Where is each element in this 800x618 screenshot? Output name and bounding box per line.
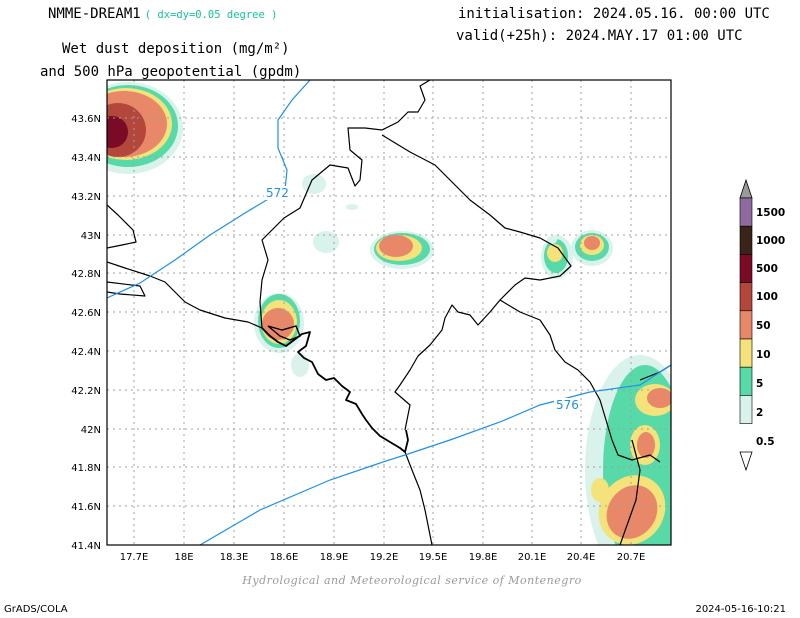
legend-color-box: [739, 338, 753, 368]
lon-label: 18.6E: [270, 552, 299, 563]
legend-labels: 1500 1000 500 100 50 10 5 2 0.5: [756, 207, 785, 448]
contour-label-576: 576: [556, 398, 579, 412]
lat-label: 43.6N: [71, 114, 101, 125]
geopotential-contour-576: [199, 364, 671, 545]
latitude-labels: 43.6N 43.4N 43.2N 43N 42.8N 42.6N 42.4N …: [71, 114, 101, 552]
legend-label: 50: [756, 320, 771, 332]
lat-label: 41.8N: [71, 463, 101, 474]
resolution-label: ( dx=dy=0.05 degree ): [144, 9, 278, 21]
lat-label: 42N: [81, 425, 101, 436]
legend-label: 1500: [756, 207, 785, 219]
lon-label: 18.9E: [320, 552, 349, 563]
legend-color-box: [739, 366, 753, 396]
lon-label: 20.7E: [617, 552, 646, 563]
valid-time: valid(+25h): 2024.MAY.17 01:00 UTC: [456, 28, 743, 44]
lon-label: 17.7E: [120, 552, 149, 563]
legend-label: 0.5: [756, 436, 775, 448]
legend-boxes: [739, 197, 753, 424]
model-title: NMME-DREAM1( dx=dy=0.05 degree ): [48, 6, 277, 22]
legend-color-box: [739, 310, 753, 340]
legend-label: 500: [756, 263, 778, 275]
lon-label: 19.8E: [469, 552, 498, 563]
dust-blob-northwest: [107, 82, 183, 174]
legend-top-triangle: [739, 178, 753, 199]
lat-label: 41.4N: [71, 541, 101, 552]
dust-blob-east: [541, 230, 613, 279]
legend-bottom-triangle: [739, 451, 753, 472]
lon-label: 19.5E: [419, 552, 448, 563]
contour-label-572: 572: [266, 186, 289, 200]
footer-timestamp: 2024-05-16-10:21: [695, 604, 786, 615]
legend-color-box: [739, 225, 753, 255]
legend-label: 100: [756, 291, 778, 303]
map-content: [107, 80, 671, 545]
legend-label: 5: [756, 378, 763, 390]
initialisation-time: initialisation: 2024.05.16. 00:00 UTC: [458, 6, 770, 22]
map-frame: [106, 79, 672, 546]
legend-color-box: [739, 197, 753, 227]
legend-label: 10: [756, 349, 771, 361]
lat-label: 42.2N: [71, 386, 101, 397]
lon-label: 20.4E: [567, 552, 596, 563]
legend-color-box: [739, 395, 753, 424]
lat-label: 42.6N: [71, 308, 101, 319]
footer-software: GrADS/COLA: [4, 604, 68, 615]
dust-blob-center: [370, 231, 434, 269]
lon-label: 18E: [174, 552, 193, 563]
lat-label: 41.6N: [71, 502, 101, 513]
credit-text: Hydrological and Meteorological service …: [242, 574, 582, 587]
lon-label: 20.1E: [518, 552, 547, 563]
dust-blob-southeast: [585, 355, 671, 545]
legend-color-box: [739, 254, 753, 283]
lat-label: 43.2N: [71, 192, 101, 203]
color-legend: 1500 1000 500 100 50 10 5 2 0.5: [739, 178, 785, 472]
country-borders: [107, 80, 671, 545]
variable-title-line2: and 500 hPa geopotential (gpdm): [40, 64, 302, 80]
lat-label: 43.4N: [71, 153, 101, 164]
lon-label: 19.2E: [370, 552, 399, 563]
legend-label: 1000: [756, 235, 785, 247]
model-name: NMME-DREAM1: [48, 6, 141, 22]
lat-lon-grid: [107, 80, 671, 545]
legend-color-box: [739, 282, 753, 312]
lat-label: 43N: [81, 231, 101, 242]
lat-label: 42.8N: [71, 269, 101, 280]
lat-label: 42.4N: [71, 347, 101, 358]
longitude-labels: 17.7E 18E 18.3E 18.6E 18.9E 19.2E 19.5E …: [120, 552, 646, 563]
variable-title-line1: Wet dust deposition (mg/m²): [62, 41, 290, 57]
legend-label: 2: [756, 407, 763, 419]
lon-label: 18.3E: [220, 552, 249, 563]
